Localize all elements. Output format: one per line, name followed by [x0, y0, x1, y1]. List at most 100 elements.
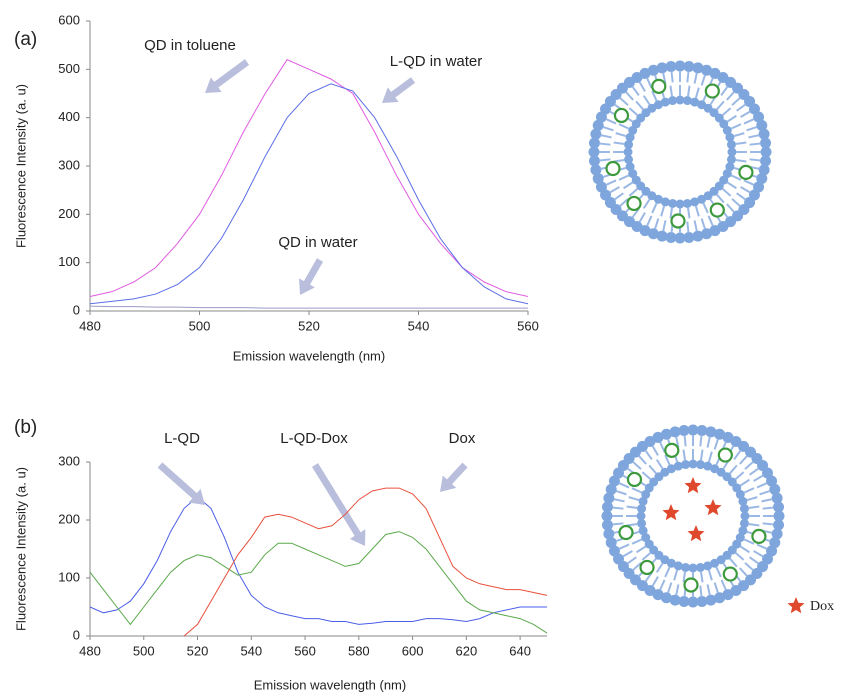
- lipid-head: [753, 111, 765, 123]
- annotation-arrow: [299, 258, 324, 295]
- lipid-tail: [683, 435, 687, 447]
- lipid-tail: [686, 71, 690, 83]
- lipid-head: [697, 194, 707, 204]
- lipid-head: [692, 62, 704, 74]
- lipid-tail: [660, 205, 666, 217]
- y-tick-label: 500: [58, 61, 80, 76]
- y-tick-label: 200: [58, 511, 80, 526]
- lipid-tail: [699, 435, 703, 447]
- lipid-head: [701, 64, 713, 76]
- lipid-tail: [749, 142, 761, 146]
- lipid-head: [590, 164, 602, 176]
- lipid-tail: [670, 71, 674, 83]
- lipid-tail: [625, 91, 634, 101]
- lipid-tail: [638, 212, 646, 223]
- x-tick-label: 480: [79, 318, 101, 333]
- lipid-tail: [659, 579, 666, 591]
- dox-legend-label: Dox: [810, 599, 834, 614]
- lipid-tail: [739, 455, 748, 465]
- lipid-head: [624, 154, 634, 164]
- lipid-tail: [644, 572, 653, 583]
- lipid-tail: [638, 81, 646, 92]
- lipid-head: [726, 154, 736, 164]
- lipid-tail: [753, 474, 764, 482]
- lipid-head: [726, 140, 736, 150]
- lipid-tail: [636, 545, 647, 554]
- lipid-head: [647, 64, 659, 76]
- lipid-tail: [756, 543, 768, 550]
- quantum-dot: [626, 471, 643, 488]
- lipid-tail: [721, 107, 732, 117]
- lipid-head: [760, 137, 772, 149]
- y-tick-label: 0: [73, 627, 80, 642]
- lipid-tail: [642, 198, 651, 209]
- lipid-tail: [615, 132, 627, 138]
- lipid-tail: [740, 186, 751, 194]
- lipid-tail: [646, 215, 653, 227]
- quantum-dot: [722, 566, 738, 582]
- lipid-tail: [715, 100, 725, 111]
- lipid-head: [592, 119, 604, 131]
- lipid-tail: [735, 158, 747, 163]
- lipid-tail: [628, 107, 639, 117]
- y-tick-label: 100: [58, 569, 80, 584]
- lipid-tail: [631, 487, 643, 494]
- lipid-tail: [599, 158, 611, 162]
- lipid-tail: [631, 538, 643, 545]
- lipid-head: [605, 483, 617, 495]
- lipid-tail: [706, 436, 711, 448]
- lipid-head: [595, 181, 607, 193]
- lipid-head: [637, 518, 647, 528]
- lipid-head: [656, 62, 668, 74]
- lipid-tail: [686, 207, 691, 219]
- y-tick-label: 300: [58, 157, 80, 172]
- lipid-tail: [699, 585, 703, 597]
- lipid-tail: [748, 505, 760, 510]
- lipid-tail: [713, 438, 719, 450]
- lipid-head: [674, 60, 686, 72]
- lipid-head: [675, 199, 685, 209]
- x-tick-label: 580: [348, 643, 370, 658]
- lipid-tail: [699, 571, 704, 583]
- lipid-head: [681, 460, 691, 470]
- lipid-head: [769, 483, 781, 495]
- lipid-head: [758, 128, 770, 140]
- lipid-tail: [602, 126, 614, 132]
- lipid-head: [696, 424, 708, 436]
- lipid-head: [641, 533, 651, 543]
- lipid-head: [771, 528, 783, 540]
- lipid-head: [669, 594, 681, 606]
- lipid-tail: [694, 87, 700, 99]
- lipid-head: [709, 225, 721, 237]
- lipid-tail: [618, 174, 630, 181]
- lipid-head: [735, 489, 745, 499]
- lipid-tail: [733, 449, 742, 460]
- lipid-tail: [734, 471, 745, 481]
- lipid-tail: [748, 522, 760, 527]
- lipid-tail: [739, 567, 748, 577]
- lipid-tail: [613, 192, 624, 201]
- lipid-tail: [659, 441, 666, 453]
- lipid-head: [725, 132, 735, 142]
- lipid-head: [705, 426, 717, 438]
- quantum-dot: [751, 528, 767, 544]
- lipid-tail: [686, 221, 690, 233]
- liposome-diagram: [601, 424, 785, 608]
- lipid-head: [687, 424, 699, 436]
- annotation-arrow: [382, 77, 416, 103]
- lipid-tail: [675, 584, 680, 596]
- lipid-tail: [693, 72, 698, 84]
- lipid-head: [656, 230, 668, 242]
- series-line: [89, 531, 548, 634]
- panel-label: (b): [14, 417, 37, 438]
- quantum-dot: [738, 164, 754, 180]
- lipid-tail: [700, 74, 706, 86]
- lipid-tail: [694, 205, 700, 217]
- lipid-head: [605, 537, 617, 549]
- lipid-tail: [707, 451, 713, 463]
- lipid-head: [725, 162, 735, 172]
- lipid-head: [727, 147, 737, 157]
- lipid-head: [690, 97, 700, 107]
- lipid-head: [608, 545, 620, 557]
- lipid-head: [740, 511, 750, 521]
